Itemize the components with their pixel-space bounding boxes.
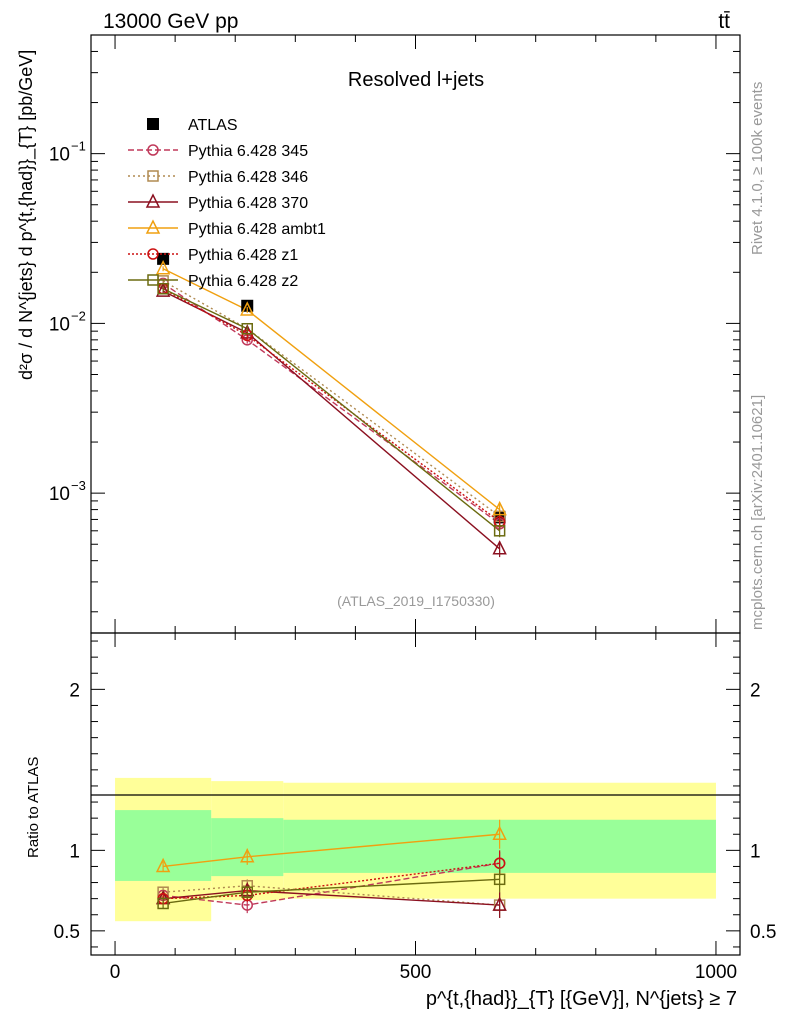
main-y-tick-label: 10: [49, 314, 70, 335]
ratio-point: [240, 848, 255, 863]
stat-uncertainty-band: [211, 818, 284, 877]
x-tick-label: 1000: [695, 962, 737, 983]
legend-marker: [147, 144, 159, 156]
main-point: [155, 282, 171, 297]
main-point: [492, 540, 507, 555]
main-panel-series-lines: [162, 268, 501, 550]
main-panel-markers: [155, 252, 507, 558]
ratio-y-tick-label-right: 2: [750, 680, 761, 701]
rivet-version: Rivet 4.1.0, ≥ 100k events: [749, 82, 766, 255]
legend-marker: [147, 170, 159, 182]
main-line-1: [162, 282, 501, 525]
legend-label: Pythia 6.428 370: [188, 195, 308, 212]
legend-label: Pythia 6.428 z2: [188, 273, 298, 290]
main-y-tick-label: 10: [49, 145, 70, 166]
ratio-point: [241, 886, 253, 898]
ratio-point: [157, 897, 169, 910]
ratio-point: [492, 825, 507, 840]
ratio-y-tick-label-right: 0.5: [750, 922, 776, 943]
x-tick-label: 0: [110, 962, 121, 983]
legend-marker: [147, 248, 159, 260]
main-panel-ticks: 10−110−210−3: [49, 34, 740, 633]
main-line-4: [162, 268, 501, 511]
main-title: Resolved l+jets: [348, 69, 484, 91]
legend-marker: [145, 219, 161, 234]
legend-label: Pythia 6.428 ambt1: [188, 221, 326, 238]
main-line-3: [162, 290, 501, 550]
legend: ATLAS Pythia 6.428 345 Pythia 6.428 346 Pyt…: [128, 117, 326, 290]
main-point: [155, 260, 171, 275]
analysis-watermark: (ATLAS_2019_I1750330): [337, 593, 495, 609]
main-point: [241, 322, 253, 335]
header-process: tt̄: [718, 10, 730, 33]
ratio-y-tick-label: 1: [69, 841, 80, 862]
ratio-y-tick-label: 0.5: [54, 922, 80, 943]
mcplots-credit: mcplots.cern.ch [arXiv:2401.10621]: [749, 395, 766, 630]
ratio-panel-markers: [155, 819, 507, 918]
ratio-point: [155, 857, 171, 873]
legend-marker: [145, 193, 161, 208]
ratio-point: [492, 896, 507, 911]
main-point: [240, 301, 255, 316]
legend-label: Pythia 6.428 345: [188, 143, 308, 160]
legend-label: Pythia 6.428 z1: [188, 247, 298, 264]
main-point: [492, 500, 507, 516]
header-energy: 13000 GeV pp: [103, 10, 238, 33]
ratio-y-axis-label: Ratio to ATLAS: [25, 757, 42, 858]
x-axis-label: p^{t,{had}}_{T} [{GeV}], N^{jets} ≥ 7: [426, 988, 737, 1010]
main-y-tick-label: 10: [49, 484, 70, 505]
legend-label: ATLAS: [188, 117, 238, 134]
ratio-panel-ticks: 0.5 0.5 1 1 2 2 0 500 1000: [54, 633, 776, 983]
main-y-tick-exponent: −1: [71, 139, 86, 154]
main-line-6: [162, 288, 501, 532]
main-y-tick-exponent: −2: [71, 308, 86, 323]
x-tick-label: 500: [400, 962, 432, 983]
ratio-point: [493, 873, 506, 886]
ratio-y-tick-label: 2: [69, 680, 80, 701]
legend-marker: [147, 118, 159, 130]
main-point: [157, 282, 169, 295]
legend-label: Pythia 6.428 346: [188, 169, 308, 186]
ratio-y-tick-label-right: 1: [750, 841, 761, 862]
main-point: [157, 252, 170, 265]
legend-marker: [147, 274, 159, 286]
main-point: [493, 525, 506, 537]
main-y-axis-label: d²σ / d N^{jets} d p^{t,{had}}_{T} [pb/G…: [16, 50, 37, 380]
main-y-tick-exponent: −3: [71, 478, 86, 493]
